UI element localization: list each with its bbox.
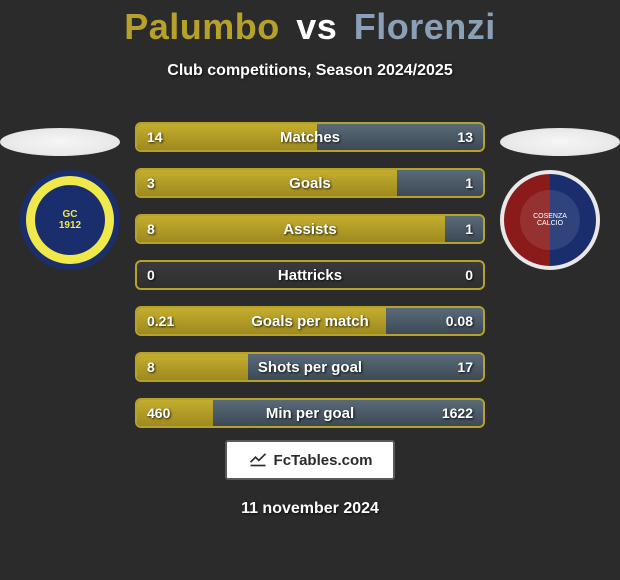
bar-value-right: 1 <box>465 216 473 242</box>
bar-fill-left <box>137 170 397 196</box>
bar-value-right: 1 <box>465 170 473 196</box>
crest-right-inner: COSENZA CALCIO <box>520 190 580 250</box>
subtitle: Club competitions, Season 2024/2025 <box>0 62 620 80</box>
stat-bar-row: 0 0Hattricks <box>135 260 485 290</box>
crest-left-monogram: GC <box>63 209 78 220</box>
club-crest-right: COSENZA CALCIO <box>500 170 600 270</box>
bar-value-right: 17 <box>457 354 473 380</box>
bar-value-left: 3 <box>147 170 155 196</box>
bar-value-left: 14 <box>147 124 163 150</box>
shadow-ellipse-right <box>500 128 620 156</box>
bar-value-right: 1622 <box>442 400 473 426</box>
bar-fill-left <box>137 216 445 242</box>
bar-fill-left <box>137 308 386 334</box>
club-crest-left: GC 1912 <box>20 170 120 270</box>
crest-left-year: 1912 <box>59 220 81 231</box>
bar-value-left: 0 <box>147 262 155 288</box>
vs-label: vs <box>296 6 337 47</box>
bar-fill-left <box>137 124 317 150</box>
stat-bar-row: 0.210.08Goals per match <box>135 306 485 336</box>
bar-fill-right <box>248 354 483 380</box>
player1-name: Palumbo <box>124 6 280 47</box>
bar-value-left: 0.21 <box>147 308 174 334</box>
bar-value-right: 0 <box>465 262 473 288</box>
bar-value-right: 13 <box>457 124 473 150</box>
crest-left-inner: GC 1912 <box>35 185 105 255</box>
player2-name: Florenzi <box>354 6 496 47</box>
branding-text: FcTables.com <box>274 452 373 469</box>
footer-date: 11 november 2024 <box>0 500 620 518</box>
stat-bar-row: 81Assists <box>135 214 485 244</box>
branding-box: FcTables.com <box>225 440 395 480</box>
bar-value-left: 460 <box>147 400 170 426</box>
chart-icon <box>248 448 268 473</box>
stat-bars: 1413Matches31Goals81Assists00Hattricks0.… <box>135 122 485 444</box>
bar-fill-right <box>445 216 483 242</box>
bar-value-left: 8 <box>147 216 155 242</box>
bar-value-left: 8 <box>147 354 155 380</box>
comparison-title: Palumbo vs Florenzi <box>0 0 620 48</box>
bar-label: Hattricks <box>137 262 483 288</box>
bar-value-right: 0.08 <box>446 308 473 334</box>
stat-bar-row: 1413Matches <box>135 122 485 152</box>
crest-right-label: COSENZA CALCIO <box>520 213 580 227</box>
stat-bar-row: 31Goals <box>135 168 485 198</box>
stat-bar-row: 817Shots per goal <box>135 352 485 382</box>
shadow-ellipse-left <box>0 128 120 156</box>
stat-bar-row: 4601622Min per goal <box>135 398 485 428</box>
